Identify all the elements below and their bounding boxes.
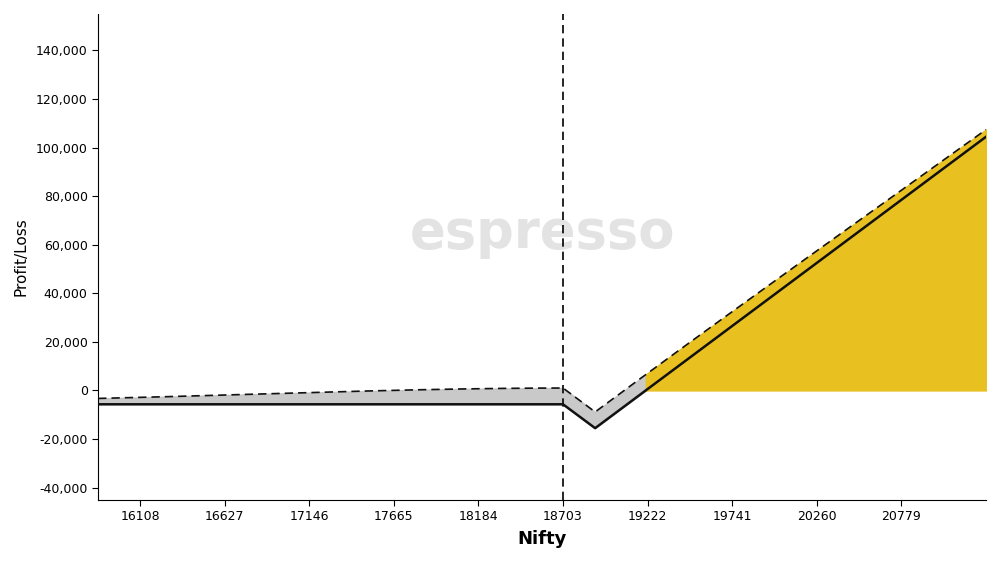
X-axis label: Nifty: Nifty [517,530,567,548]
Y-axis label: Profit/Loss: Profit/Loss [14,217,29,296]
Text: espresso: espresso [409,206,675,259]
